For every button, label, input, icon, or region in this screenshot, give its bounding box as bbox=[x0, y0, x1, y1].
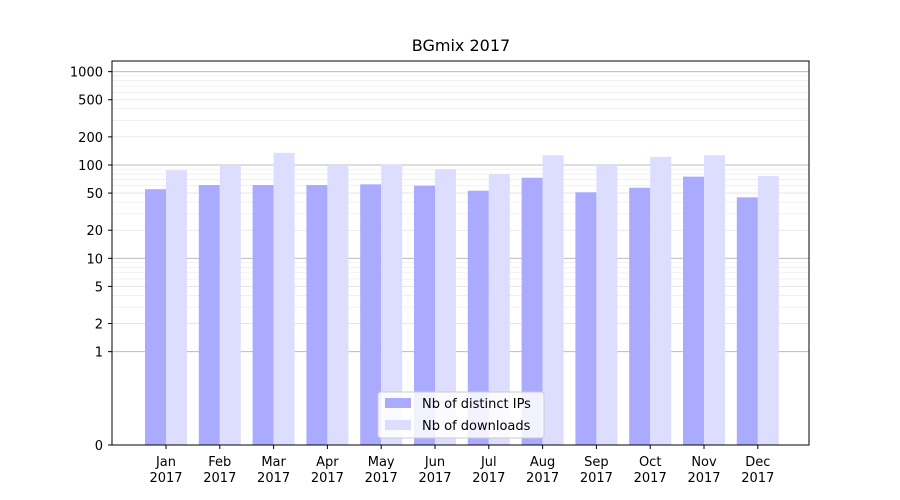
x-tick-label: 2017 bbox=[634, 471, 667, 486]
y-tick-label: 10 bbox=[86, 252, 103, 267]
x-tick-label: 2017 bbox=[687, 471, 720, 486]
legend-box bbox=[377, 391, 545, 439]
bar-distinct-ips bbox=[252, 185, 274, 445]
bar-distinct-ips bbox=[467, 190, 489, 445]
x-axis: Jan2017Feb2017Mar2017Apr2017May2017Jun20… bbox=[149, 445, 774, 486]
legend-label-distinct-ips: Nb of distinct IPs bbox=[422, 397, 531, 412]
x-tick-label: 2017 bbox=[472, 471, 505, 486]
x-tick-label: Apr bbox=[316, 455, 339, 470]
bar-distinct-ips bbox=[683, 176, 704, 445]
bar-downloads bbox=[219, 164, 241, 446]
bar-distinct-ips bbox=[198, 185, 220, 445]
bar-downloads bbox=[273, 152, 295, 445]
y-tick-label: 20 bbox=[86, 224, 103, 239]
bar-downloads bbox=[381, 164, 403, 445]
bar-distinct-ips bbox=[629, 187, 651, 445]
x-tick-label: Jun bbox=[424, 455, 445, 470]
y-tick-label: 500 bbox=[78, 94, 103, 109]
bar-distinct-ips bbox=[736, 197, 758, 445]
y-tick-label: 2 bbox=[95, 318, 103, 333]
x-tick-label: 2017 bbox=[149, 471, 182, 486]
chart-title: BGmix 2017 bbox=[412, 36, 510, 55]
legend-swatch-downloads bbox=[385, 420, 411, 430]
bar-distinct-ips bbox=[360, 184, 382, 445]
bar-distinct-ips bbox=[145, 189, 166, 445]
bar-downloads bbox=[650, 156, 672, 445]
bar-downloads bbox=[327, 164, 349, 446]
legend: Nb of distinct IPs Nb of downloads bbox=[377, 391, 545, 439]
y-tick-label: 1000 bbox=[70, 66, 103, 81]
bar-downloads bbox=[166, 170, 187, 445]
x-tick-label: 2017 bbox=[418, 471, 451, 486]
x-tick-label: 2017 bbox=[580, 471, 613, 486]
y-tick-label: 1 bbox=[95, 346, 103, 361]
x-tick-label: 2017 bbox=[365, 471, 398, 486]
y-axis: 0 1 2 5 10 20 50 100 200 500 1000 bbox=[70, 66, 112, 454]
y-tick-label: 0 bbox=[95, 439, 103, 454]
x-tick-label: Feb bbox=[208, 455, 231, 470]
plot-frame bbox=[111, 60, 810, 446]
y-tick-label: 5 bbox=[95, 280, 103, 295]
bar-downloads bbox=[704, 155, 725, 446]
legend-swatch-distinct-ips bbox=[385, 398, 411, 408]
x-tick-label: Oct bbox=[639, 455, 661, 470]
x-tick-label: 2017 bbox=[311, 471, 344, 486]
x-tick-label: Jul bbox=[480, 455, 497, 470]
x-tick-label: 2017 bbox=[526, 471, 559, 486]
legend-label-downloads: Nb of downloads bbox=[422, 419, 531, 434]
bar-distinct-ips bbox=[306, 185, 328, 445]
y-tick-label: 200 bbox=[78, 131, 103, 146]
y-tick-label: 100 bbox=[78, 159, 103, 174]
x-tick-label: Nov bbox=[691, 455, 717, 470]
x-tick-label: 2017 bbox=[203, 471, 236, 486]
x-tick-label: Dec bbox=[745, 455, 770, 470]
x-tick-label: 2017 bbox=[741, 471, 774, 486]
bar-downloads bbox=[435, 169, 456, 446]
x-tick-label: May bbox=[368, 455, 395, 470]
x-tick-label: Sep bbox=[584, 455, 609, 470]
y-tick-label: 50 bbox=[86, 187, 103, 202]
x-tick-label: 2017 bbox=[257, 471, 290, 486]
bar-downloads bbox=[596, 164, 618, 446]
bar-downloads bbox=[757, 176, 779, 445]
bars bbox=[145, 152, 779, 446]
bar-distinct-ips bbox=[521, 177, 543, 445]
bar-downloads bbox=[542, 155, 564, 446]
bar-downloads bbox=[488, 174, 510, 445]
bar-distinct-ips bbox=[575, 192, 597, 445]
x-tick-label: Mar bbox=[261, 455, 286, 470]
x-tick-label: Jan bbox=[155, 455, 176, 470]
bar-distinct-ips bbox=[414, 185, 435, 445]
x-tick-label: Aug bbox=[530, 455, 555, 470]
